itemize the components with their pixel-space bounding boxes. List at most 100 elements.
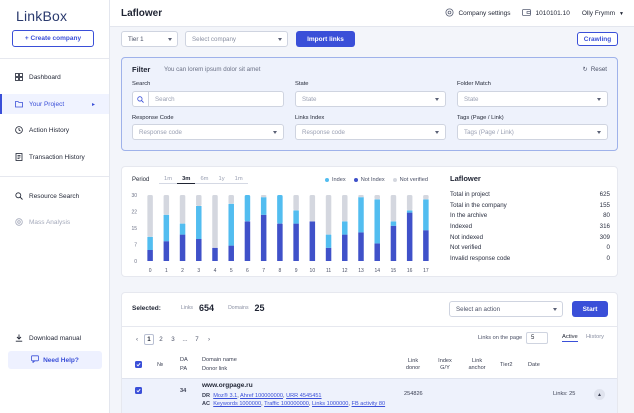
chevron-down-icon: ▼: [619, 10, 624, 17]
reset-button[interactable]: ↻ Reset: [583, 66, 607, 73]
chevron-down-icon: [597, 131, 601, 134]
next-page-icon[interactable]: ›: [207, 336, 211, 343]
toolbar: Tier 1 Select company Import links Crawl…: [110, 27, 634, 54]
fb-metric[interactable]: FB activity 80: [351, 401, 386, 407]
project-stats: Laflower Total in project 625 Total in th…: [450, 174, 610, 264]
create-company-button[interactable]: + Create company: [12, 30, 94, 47]
domains-label: Domains: [228, 305, 249, 311]
links-metric[interactable]: Links 1000000: [312, 401, 349, 407]
ahrefs-metric[interactable]: Ahref 100000000: [240, 393, 283, 399]
x-tick-label: 11: [326, 268, 331, 274]
sidebar-item-mass-analysis[interactable]: Mass Analysis: [0, 212, 109, 232]
stat-label: In the archive: [450, 212, 488, 220]
start-button[interactable]: Start: [572, 301, 608, 317]
response-code-select[interactable]: Response code: [132, 124, 284, 140]
period-tab[interactable]: 1m: [159, 175, 178, 184]
table-row[interactable]: 34 www.orgpage.ru DR Moz® 3.1, Ahref 100…: [122, 378, 617, 413]
bar-segment-index: [179, 223, 186, 235]
x-tick-label: 2: [181, 268, 184, 274]
download-manual-link[interactable]: Download manual: [0, 328, 109, 348]
stat-value: 80: [603, 212, 610, 220]
legend-dot: [392, 178, 397, 182]
gear-icon: [445, 8, 454, 19]
refresh-icon: ↻: [582, 66, 588, 73]
row-domain[interactable]: www.orgpage.ru: [202, 382, 253, 389]
company-select[interactable]: Select company: [185, 31, 288, 47]
moz-metric[interactable]: Moz® 3.1: [213, 393, 238, 399]
sidebar-item-your-project[interactable]: Your Project ▸: [0, 94, 109, 114]
tags-select[interactable]: Tags (Page / Link): [457, 124, 608, 140]
bar-segment-index: [342, 221, 348, 235]
user-menu[interactable]: Olly Frymm ▼: [582, 10, 624, 17]
search-input[interactable]: Search: [132, 91, 284, 107]
period-tab[interactable]: 1y: [213, 175, 230, 184]
folder-match-select[interactable]: State: [457, 91, 608, 107]
balance-value: 1010101.10: [535, 10, 570, 17]
links-index-select[interactable]: Response code: [295, 124, 446, 140]
sidebar-item-resource-search[interactable]: Resource Search: [0, 186, 109, 206]
stats-chart-card: Period 1m 3m 6m 1y 1m Index Not Index No…: [121, 166, 618, 277]
tier-select[interactable]: Tier 1: [121, 31, 178, 47]
page-title: Laflower: [121, 8, 163, 19]
tier-select-value: Tier 1: [128, 35, 144, 43]
bar-segment-index: [260, 197, 267, 215]
bar-segment-index: [277, 195, 283, 224]
period-tab-active[interactable]: 3m: [177, 175, 196, 184]
sidebar-item-dashboard[interactable]: Dashboard: [0, 67, 109, 87]
prev-page-icon[interactable]: ‹: [135, 336, 139, 343]
bar-segment-not-index: [390, 225, 397, 261]
stat-value: 0: [606, 244, 610, 252]
tab-active[interactable]: Active: [562, 334, 578, 342]
period-tab[interactable]: 1m: [229, 175, 248, 184]
chevron-down-icon: [435, 98, 439, 101]
top-bar: Laflower Company settings 1010101.10 Oll…: [110, 0, 634, 27]
legend-item: Not Index: [353, 177, 385, 183]
state-select[interactable]: State: [295, 91, 446, 107]
links-on-page-input[interactable]: 5: [526, 332, 548, 344]
page-button[interactable]: 1: [144, 334, 154, 345]
x-tick-label: 3: [197, 268, 200, 274]
legend-label: Not Index: [360, 177, 385, 183]
sidebar-item-label: Transaction History: [29, 153, 85, 161]
import-links-button[interactable]: Import links: [296, 31, 355, 47]
col-domain-name: Domain name: [202, 357, 237, 363]
keywords-metric[interactable]: Keywords 1000000: [213, 401, 262, 407]
sidebar-item-transaction-history[interactable]: Transaction History: [0, 147, 109, 167]
sidebar-item-action-history[interactable]: Action History: [0, 120, 109, 140]
legend-item: Index: [325, 177, 346, 183]
legend-item: Not verified: [392, 177, 428, 183]
x-tick-label: 17: [423, 268, 429, 274]
page-button[interactable]: 3: [171, 336, 175, 343]
row-checkbox[interactable]: [135, 387, 142, 395]
need-help-button[interactable]: Need Help?: [8, 351, 102, 369]
bar-segment-index: [244, 195, 251, 222]
row-metrics-line-1: DR Moz® 3.1, Ahref 100000000, URR 454545…: [202, 393, 322, 399]
search-label: Search: [132, 81, 151, 87]
x-tick-label: 4: [214, 268, 217, 274]
sidebar-item-label: Dashboard: [29, 73, 61, 81]
period-tab[interactable]: 6m: [195, 175, 214, 184]
bar-segment-not-index: [342, 234, 348, 261]
expand-row-icon[interactable]: ▲: [594, 389, 605, 400]
links-table-card: Selected: Links 654 Domains 25 Select an…: [121, 292, 618, 413]
checkbox[interactable]: [135, 387, 142, 394]
company-settings-link[interactable]: Company settings: [445, 8, 510, 19]
balance-display[interactable]: 1010101.10: [522, 8, 570, 19]
tab-history[interactable]: History: [586, 334, 605, 340]
chat-icon: [31, 355, 40, 365]
action-select[interactable]: Select an action: [449, 301, 563, 317]
stat-row: Not verified 0: [450, 242, 610, 253]
checkbox[interactable]: [135, 361, 142, 368]
page-button[interactable]: 7: [195, 336, 199, 343]
bar-segment-not-verified: [406, 195, 413, 211]
traffic-metric[interactable]: Traffic 100000000: [264, 401, 309, 407]
select-all-checkbox[interactable]: [135, 361, 142, 370]
bar-segment-not-index: [212, 247, 218, 261]
crawling-button[interactable]: Crawling: [577, 32, 618, 46]
stat-label: Indexed: [450, 222, 473, 230]
response-code-placeholder: Response code: [139, 128, 182, 136]
bar-segment-not-verified: [309, 195, 316, 222]
domains-count: 25: [254, 303, 265, 313]
page-button[interactable]: 2: [159, 336, 163, 343]
urr-metric[interactable]: URR 4545451: [286, 393, 322, 399]
